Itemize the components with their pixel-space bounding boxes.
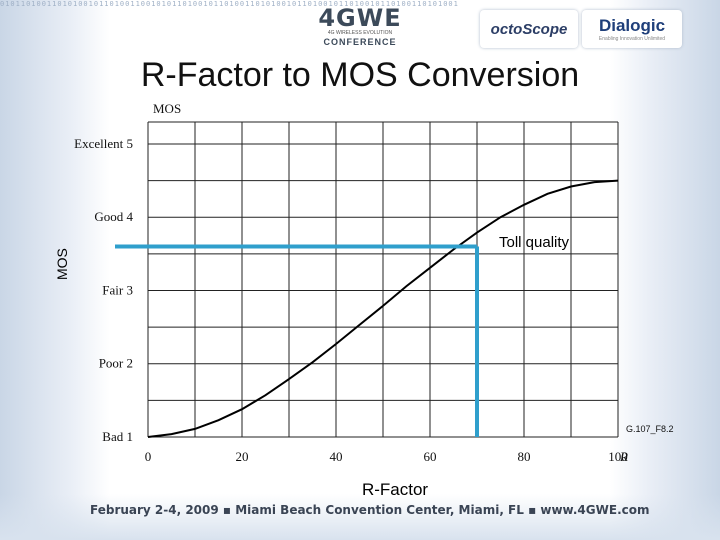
x-tick-labels: 0 20 40 60 80 100 <box>145 449 628 464</box>
y-axis-title: MOS <box>153 101 181 116</box>
conference-logo-mark: 4GWE <box>318 4 402 32</box>
toll-quality-label: Toll quality <box>499 234 570 251</box>
octoscope-logo: octoScope <box>480 10 578 48</box>
octoscope-logo-name: octoScope <box>490 20 568 38</box>
y-tick-label: Bad 1 <box>102 429 133 444</box>
chart-grid <box>147 121 619 438</box>
x-tick-label: 40 <box>330 449 343 464</box>
y-tick-label: Fair 3 <box>102 282 133 297</box>
y-tick-label: Good 4 <box>94 209 133 224</box>
y-tick-labels: Bad 1 Poor 2 Fair 3 Good 4 Excellent 5 <box>74 136 133 444</box>
mos-curve-line <box>147 179 619 438</box>
x-tick-label: 100 <box>608 449 628 464</box>
digit-strip: 0101101001101010010110100110010101101001… <box>0 0 459 8</box>
toll-quality-marker <box>115 244 479 437</box>
x-axis-title: R <box>619 449 628 464</box>
dialogic-logo-name: Dialogic <box>598 16 666 35</box>
x-tick-label: 80 <box>518 449 531 464</box>
dialogic-logo: Dialogic Enabling Innovation Unlimited <box>582 10 682 48</box>
conference-logo-word: CONFERENCE <box>323 37 397 47</box>
page-title: R-Factor to MOS Conversion <box>140 56 580 94</box>
figure-source-note: G.107_F8.2 <box>626 424 674 434</box>
x-tick-label: 0 <box>145 449 152 464</box>
y-tick-label: Poor 2 <box>99 356 133 371</box>
footer-text: February 2-4, 2009 ▪ Miami Beach Convent… <box>90 503 650 517</box>
dialogic-logo-tagline: Enabling Innovation Unlimited <box>598 36 666 42</box>
conference-logo: 4GWE 4G WIRELESS EVOLUTION CONFERENCE <box>314 6 406 54</box>
slide-bottom-band <box>0 494 720 540</box>
y-tick-label: Excellent 5 <box>74 136 133 151</box>
x-tick-label: 60 <box>424 449 437 464</box>
bottom-axis-label: R-Factor <box>361 480 429 499</box>
conference-logo-tagline: 4G WIRELESS EVOLUTION <box>327 30 393 36</box>
x-tick-label: 20 <box>236 449 249 464</box>
side-axis-label: MOS <box>54 248 70 280</box>
